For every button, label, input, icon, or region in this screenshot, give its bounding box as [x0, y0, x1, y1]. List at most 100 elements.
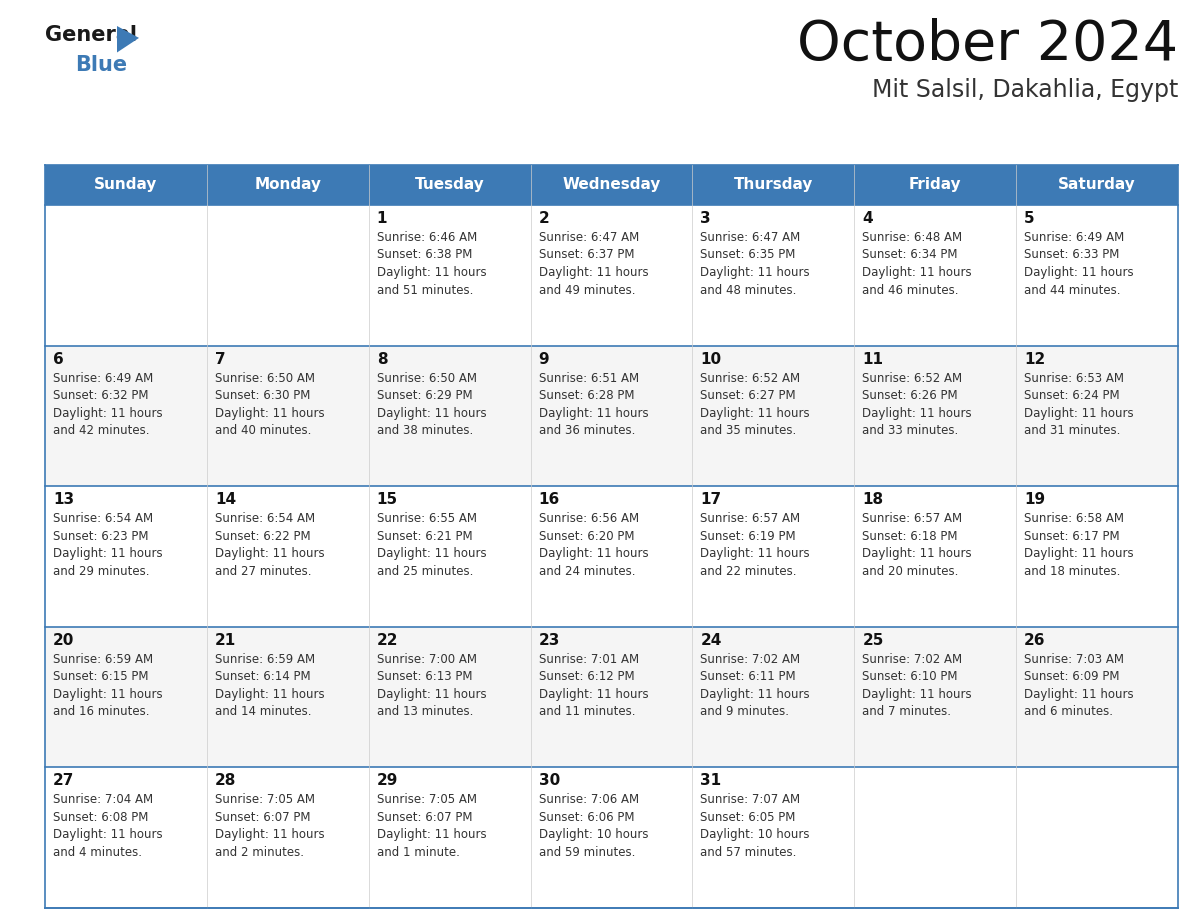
Bar	[45, 487, 207, 627]
Text: Sunrise: 6:47 AM
Sunset: 6:37 PM
Daylight: 11 hours
and 49 minutes.: Sunrise: 6:47 AM Sunset: 6:37 PM Dayligh…	[538, 231, 649, 297]
Text: Sunrise: 6:47 AM
Sunset: 6:35 PM
Daylight: 11 hours
and 48 minutes.: Sunrise: 6:47 AM Sunset: 6:35 PM Dayligh…	[701, 231, 810, 297]
Bar	[1016, 345, 1178, 487]
Text: Saturday: Saturday	[1059, 177, 1136, 193]
Text: Sunrise: 6:55 AM
Sunset: 6:21 PM
Daylight: 11 hours
and 25 minutes.: Sunrise: 6:55 AM Sunset: 6:21 PM Dayligh…	[377, 512, 486, 577]
Text: Sunrise: 6:54 AM
Sunset: 6:23 PM
Daylight: 11 hours
and 29 minutes.: Sunrise: 6:54 AM Sunset: 6:23 PM Dayligh…	[53, 512, 163, 577]
Text: 21: 21	[215, 633, 236, 648]
Text: 24: 24	[701, 633, 722, 648]
Bar	[45, 165, 207, 205]
Text: Sunrise: 6:56 AM
Sunset: 6:20 PM
Daylight: 11 hours
and 24 minutes.: Sunrise: 6:56 AM Sunset: 6:20 PM Dayligh…	[538, 512, 649, 577]
Text: 29: 29	[377, 773, 398, 789]
Bar	[693, 205, 854, 345]
Text: Sunrise: 6:49 AM
Sunset: 6:32 PM
Daylight: 11 hours
and 42 minutes.: Sunrise: 6:49 AM Sunset: 6:32 PM Dayligh…	[53, 372, 163, 437]
Bar	[207, 487, 368, 627]
Text: 5: 5	[1024, 211, 1035, 226]
Text: Sunrise: 6:52 AM
Sunset: 6:26 PM
Daylight: 11 hours
and 33 minutes.: Sunrise: 6:52 AM Sunset: 6:26 PM Dayligh…	[862, 372, 972, 437]
Bar	[207, 767, 368, 908]
Bar	[854, 487, 1016, 627]
Bar	[368, 627, 531, 767]
Text: Sunrise: 6:54 AM
Sunset: 6:22 PM
Daylight: 11 hours
and 27 minutes.: Sunrise: 6:54 AM Sunset: 6:22 PM Dayligh…	[215, 512, 324, 577]
Text: Sunrise: 6:59 AM
Sunset: 6:15 PM
Daylight: 11 hours
and 16 minutes.: Sunrise: 6:59 AM Sunset: 6:15 PM Dayligh…	[53, 653, 163, 718]
Text: 4: 4	[862, 211, 873, 226]
Text: 12: 12	[1024, 352, 1045, 366]
Text: Sunrise: 7:05 AM
Sunset: 6:07 PM
Daylight: 11 hours
and 2 minutes.: Sunrise: 7:05 AM Sunset: 6:07 PM Dayligh…	[215, 793, 324, 859]
Bar	[693, 345, 854, 487]
Text: Sunrise: 7:06 AM
Sunset: 6:06 PM
Daylight: 10 hours
and 59 minutes.: Sunrise: 7:06 AM Sunset: 6:06 PM Dayligh…	[538, 793, 649, 859]
Text: Friday: Friday	[909, 177, 961, 193]
Bar	[207, 165, 368, 205]
Text: 25: 25	[862, 633, 884, 648]
Text: Wednesday: Wednesday	[562, 177, 661, 193]
Bar	[854, 205, 1016, 345]
Text: Sunrise: 6:50 AM
Sunset: 6:29 PM
Daylight: 11 hours
and 38 minutes.: Sunrise: 6:50 AM Sunset: 6:29 PM Dayligh…	[377, 372, 486, 437]
Text: Thursday: Thursday	[734, 177, 813, 193]
Bar	[1016, 205, 1178, 345]
Text: 18: 18	[862, 492, 884, 508]
Text: 20: 20	[53, 633, 75, 648]
Text: 6: 6	[53, 352, 64, 366]
Bar	[693, 767, 854, 908]
Text: Sunrise: 6:58 AM
Sunset: 6:17 PM
Daylight: 11 hours
and 18 minutes.: Sunrise: 6:58 AM Sunset: 6:17 PM Dayligh…	[1024, 512, 1133, 577]
Bar	[45, 205, 207, 345]
Text: 1: 1	[377, 211, 387, 226]
Bar	[531, 627, 693, 767]
Text: 15: 15	[377, 492, 398, 508]
Bar	[693, 627, 854, 767]
Bar	[531, 487, 693, 627]
Text: 8: 8	[377, 352, 387, 366]
Text: Sunrise: 7:04 AM
Sunset: 6:08 PM
Daylight: 11 hours
and 4 minutes.: Sunrise: 7:04 AM Sunset: 6:08 PM Dayligh…	[53, 793, 163, 859]
Text: 26: 26	[1024, 633, 1045, 648]
Text: 27: 27	[53, 773, 75, 789]
Bar	[1016, 487, 1178, 627]
Text: Sunrise: 6:46 AM
Sunset: 6:38 PM
Daylight: 11 hours
and 51 minutes.: Sunrise: 6:46 AM Sunset: 6:38 PM Dayligh…	[377, 231, 486, 297]
Bar	[368, 767, 531, 908]
Text: 13: 13	[53, 492, 74, 508]
Text: 2: 2	[538, 211, 549, 226]
Text: Sunrise: 7:03 AM
Sunset: 6:09 PM
Daylight: 11 hours
and 6 minutes.: Sunrise: 7:03 AM Sunset: 6:09 PM Dayligh…	[1024, 653, 1133, 718]
Text: Sunrise: 7:02 AM
Sunset: 6:10 PM
Daylight: 11 hours
and 7 minutes.: Sunrise: 7:02 AM Sunset: 6:10 PM Dayligh…	[862, 653, 972, 718]
Text: Sunrise: 6:57 AM
Sunset: 6:19 PM
Daylight: 11 hours
and 22 minutes.: Sunrise: 6:57 AM Sunset: 6:19 PM Dayligh…	[701, 512, 810, 577]
Text: 14: 14	[215, 492, 236, 508]
Bar	[1016, 767, 1178, 908]
Text: 30: 30	[538, 773, 560, 789]
Bar	[531, 205, 693, 345]
Bar	[854, 767, 1016, 908]
Text: 7: 7	[215, 352, 226, 366]
Text: Sunrise: 7:07 AM
Sunset: 6:05 PM
Daylight: 10 hours
and 57 minutes.: Sunrise: 7:07 AM Sunset: 6:05 PM Dayligh…	[701, 793, 810, 859]
Text: Monday: Monday	[254, 177, 321, 193]
Text: Sunrise: 7:02 AM
Sunset: 6:11 PM
Daylight: 11 hours
and 9 minutes.: Sunrise: 7:02 AM Sunset: 6:11 PM Dayligh…	[701, 653, 810, 718]
Text: Mit Salsil, Dakahlia, Egypt: Mit Salsil, Dakahlia, Egypt	[872, 78, 1178, 102]
Text: 23: 23	[538, 633, 560, 648]
Text: Sunrise: 6:59 AM
Sunset: 6:14 PM
Daylight: 11 hours
and 14 minutes.: Sunrise: 6:59 AM Sunset: 6:14 PM Dayligh…	[215, 653, 324, 718]
Text: 22: 22	[377, 633, 398, 648]
Bar	[531, 165, 693, 205]
Text: Sunrise: 7:01 AM
Sunset: 6:12 PM
Daylight: 11 hours
and 11 minutes.: Sunrise: 7:01 AM Sunset: 6:12 PM Dayligh…	[538, 653, 649, 718]
Text: Blue: Blue	[75, 55, 127, 75]
Text: Sunrise: 6:53 AM
Sunset: 6:24 PM
Daylight: 11 hours
and 31 minutes.: Sunrise: 6:53 AM Sunset: 6:24 PM Dayligh…	[1024, 372, 1133, 437]
Text: 11: 11	[862, 352, 884, 366]
Bar	[207, 345, 368, 487]
Bar	[368, 487, 531, 627]
Bar	[45, 767, 207, 908]
Bar	[368, 165, 531, 205]
Text: 19: 19	[1024, 492, 1045, 508]
Text: 9: 9	[538, 352, 549, 366]
Bar	[45, 345, 207, 487]
Bar	[854, 345, 1016, 487]
Bar	[207, 205, 368, 345]
Bar	[854, 627, 1016, 767]
Text: Sunrise: 6:52 AM
Sunset: 6:27 PM
Daylight: 11 hours
and 35 minutes.: Sunrise: 6:52 AM Sunset: 6:27 PM Dayligh…	[701, 372, 810, 437]
Bar	[693, 487, 854, 627]
Text: October 2024: October 2024	[797, 18, 1178, 72]
Text: Sunrise: 6:50 AM
Sunset: 6:30 PM
Daylight: 11 hours
and 40 minutes.: Sunrise: 6:50 AM Sunset: 6:30 PM Dayligh…	[215, 372, 324, 437]
Text: 3: 3	[701, 211, 712, 226]
Bar	[45, 627, 207, 767]
Text: Sunrise: 6:48 AM
Sunset: 6:34 PM
Daylight: 11 hours
and 46 minutes.: Sunrise: 6:48 AM Sunset: 6:34 PM Dayligh…	[862, 231, 972, 297]
Text: 31: 31	[701, 773, 721, 789]
Bar	[207, 627, 368, 767]
Text: 10: 10	[701, 352, 721, 366]
Bar	[531, 767, 693, 908]
Polygon shape	[116, 26, 139, 52]
Text: 28: 28	[215, 773, 236, 789]
Bar	[1016, 165, 1178, 205]
